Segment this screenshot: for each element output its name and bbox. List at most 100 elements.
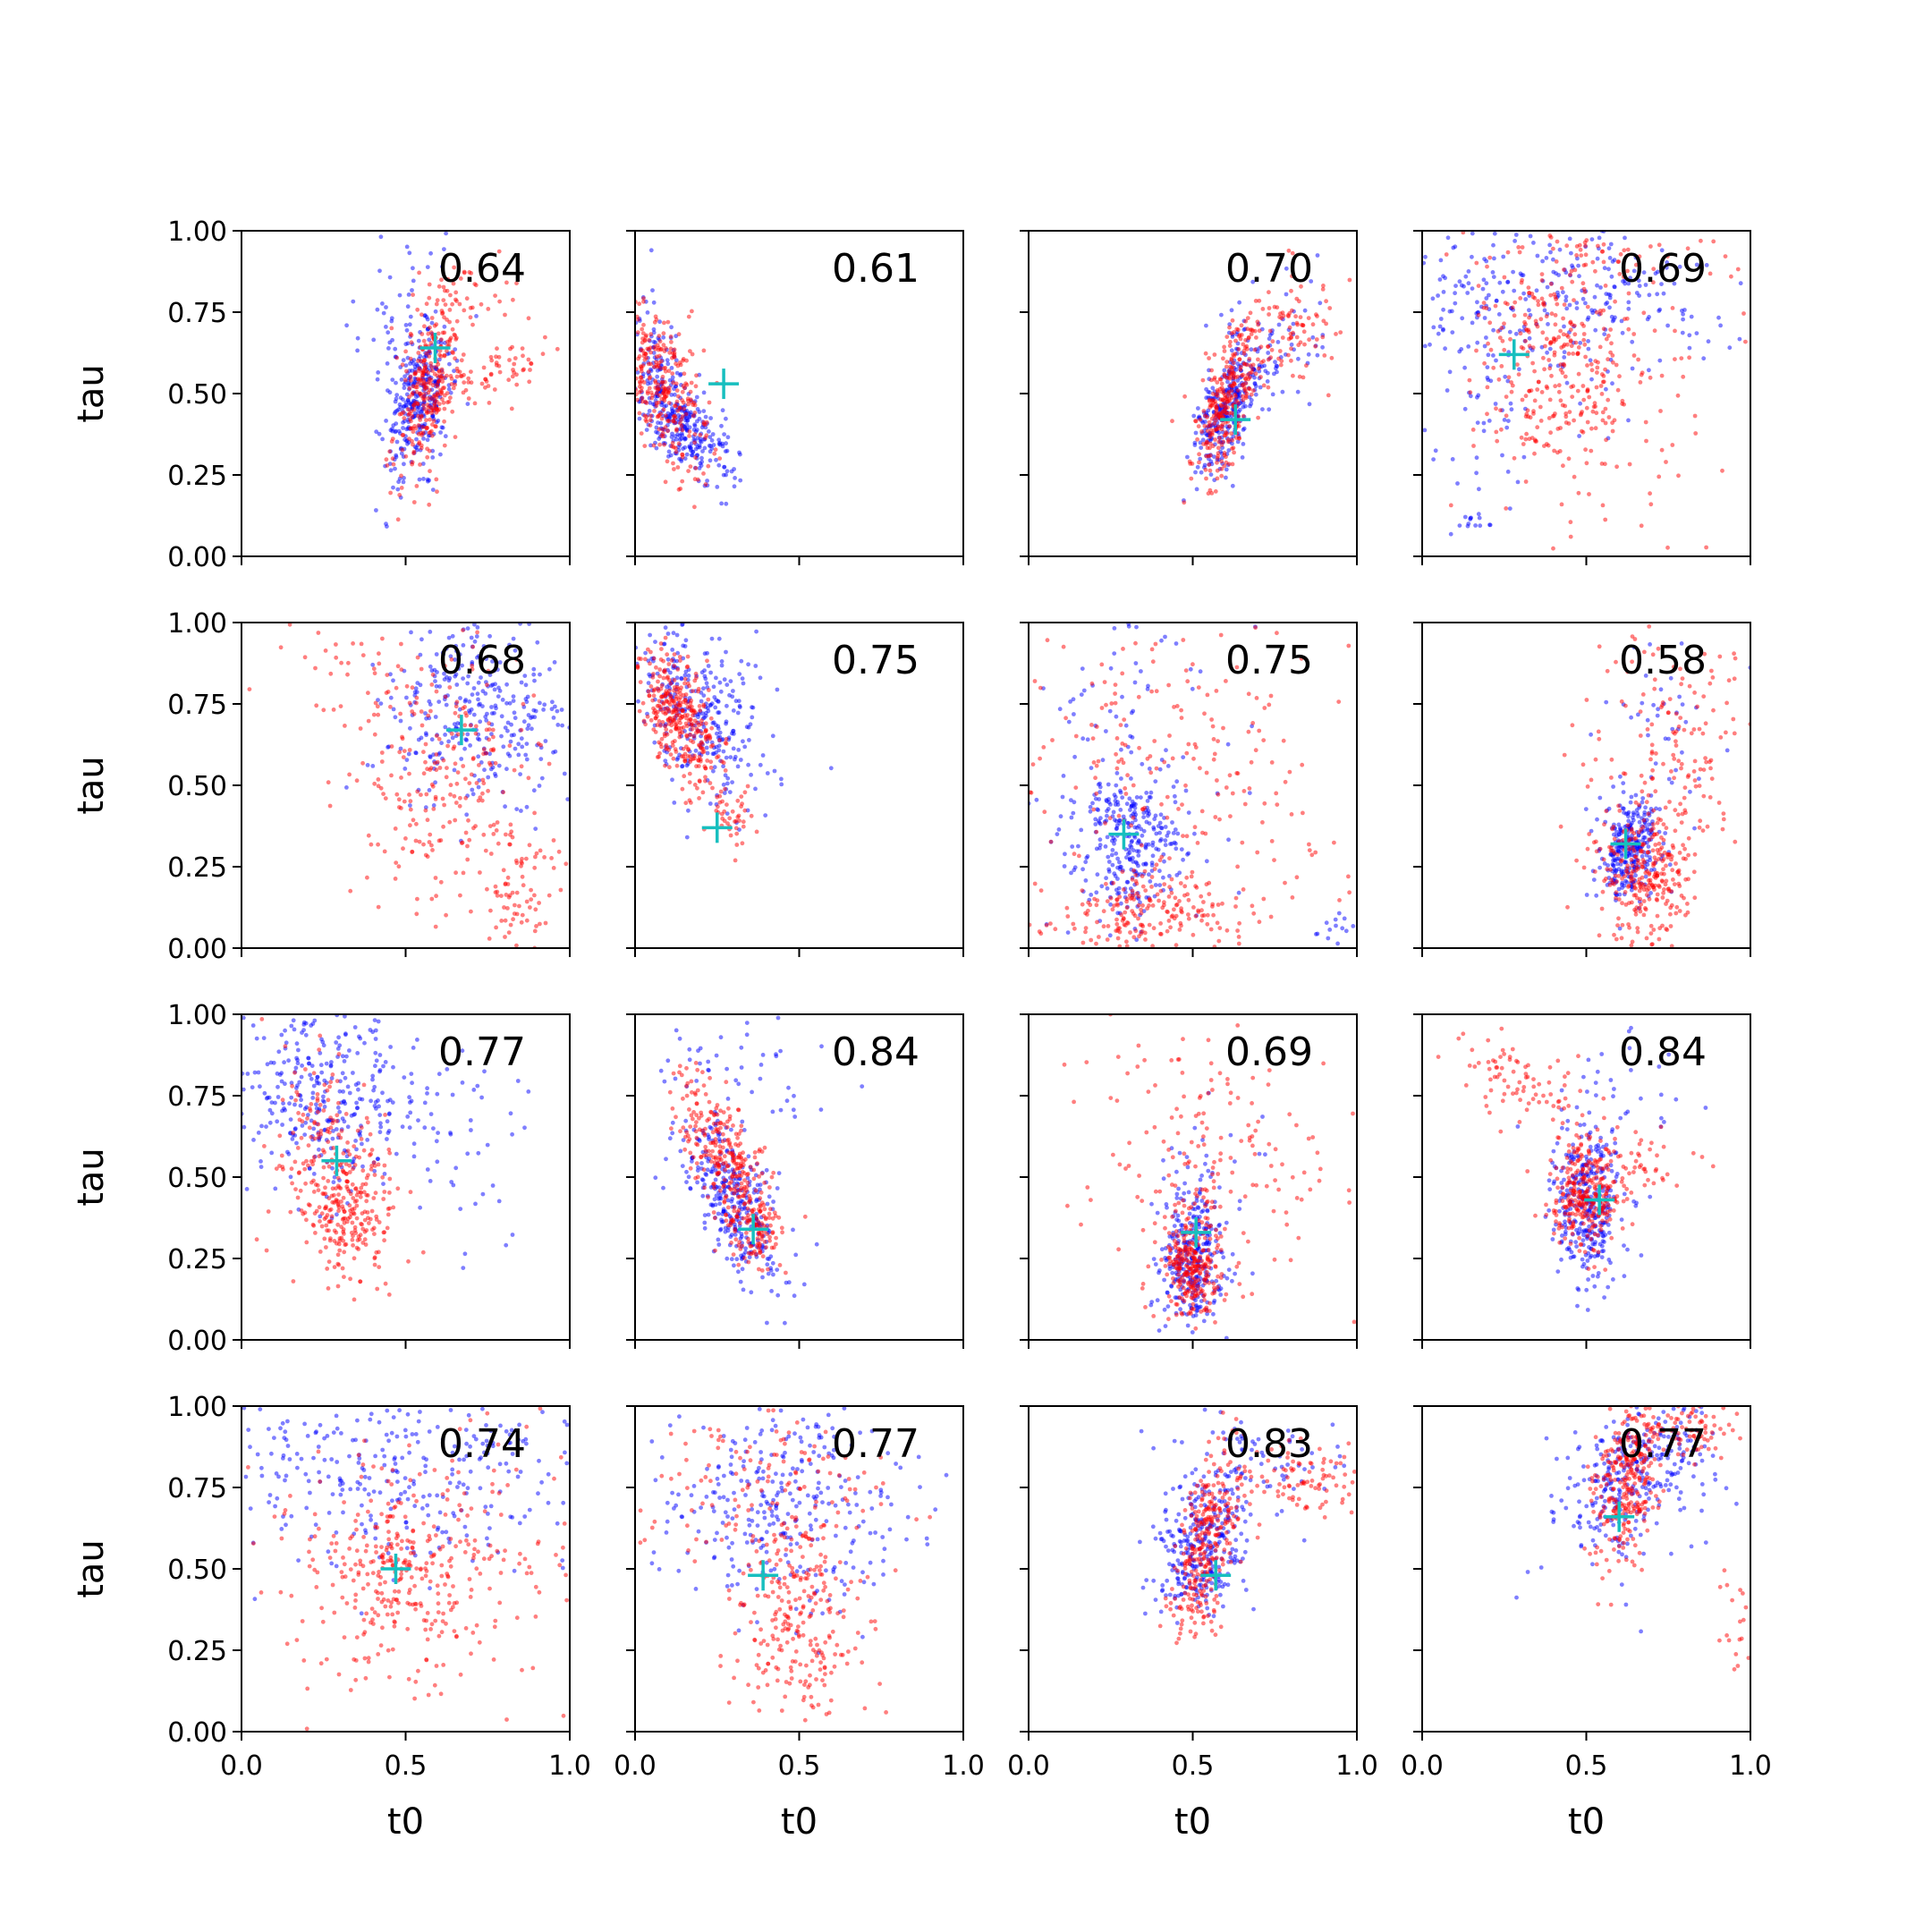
point-series-b — [1095, 919, 1099, 925]
point-series-b — [441, 400, 446, 405]
point-series-b — [1310, 322, 1316, 327]
point-series-b — [1681, 374, 1686, 379]
point-series-a — [1343, 928, 1349, 934]
point-series-a — [1062, 864, 1067, 869]
point-series-b — [513, 356, 518, 360]
point-series-b — [1153, 641, 1158, 647]
point-series-b — [1209, 491, 1215, 496]
point-series-b — [1583, 447, 1588, 453]
point-series-a — [1185, 454, 1190, 460]
point-series-b — [1257, 328, 1262, 334]
point-series-b — [1206, 491, 1211, 496]
point-series-b — [665, 459, 670, 464]
point-series-b — [1032, 679, 1038, 683]
point-series-b — [1601, 259, 1606, 265]
point-series-a — [1105, 835, 1110, 840]
point-series-a — [723, 449, 728, 453]
point-series-b — [407, 700, 412, 706]
point-series-b — [420, 425, 425, 429]
point-series-b — [693, 384, 699, 389]
point-series-b — [1474, 260, 1479, 266]
point-series-b — [1561, 332, 1566, 337]
point-series-a — [1143, 862, 1148, 867]
point-series-b — [1572, 267, 1578, 273]
point-series-b — [418, 391, 423, 396]
point-series-b — [647, 693, 652, 698]
point-series-a — [365, 763, 370, 767]
point-series-a — [1188, 666, 1193, 672]
point-series-b — [1543, 343, 1547, 349]
point-series-b — [1193, 745, 1199, 750]
point-series-a — [500, 698, 505, 702]
point-series-a — [496, 667, 500, 673]
point-series-b — [399, 473, 403, 479]
point-series-a — [351, 299, 356, 304]
point-series-b — [411, 818, 416, 823]
point-series-b — [1482, 360, 1487, 366]
point-series-a — [1105, 799, 1109, 804]
point-series-a — [1491, 242, 1496, 248]
point-series-a — [1240, 455, 1245, 460]
point-series-b — [1123, 910, 1128, 915]
point-series-b — [1266, 385, 1271, 390]
point-series-a — [1320, 344, 1325, 350]
point-series-b — [434, 322, 439, 327]
point-series-a — [475, 625, 480, 630]
point-series-b — [1246, 729, 1251, 734]
point-series-a — [530, 726, 534, 732]
point-series-a — [1513, 239, 1517, 243]
point-series-a — [1481, 277, 1487, 283]
point-series-a — [656, 420, 660, 426]
point-series-a — [724, 719, 729, 724]
point-series-b — [691, 713, 695, 718]
point-series-b — [429, 364, 434, 369]
point-series-a — [533, 826, 538, 831]
point-series-b — [1536, 379, 1541, 385]
point-series-b — [1136, 894, 1141, 899]
point-series-b — [1256, 415, 1260, 420]
point-series-b — [1287, 325, 1292, 330]
point-series-b — [665, 675, 670, 681]
point-series-b — [428, 832, 433, 837]
point-series-a — [727, 790, 733, 794]
point-series-a — [1465, 291, 1470, 295]
point-series-b — [1582, 342, 1588, 347]
point-series-b — [708, 781, 713, 785]
point-series-b — [429, 396, 434, 401]
point-series-b — [687, 798, 692, 803]
point-series-a — [1593, 327, 1598, 333]
point-series-a — [701, 390, 707, 395]
point-series-b — [1526, 285, 1531, 290]
point-series-b — [1547, 366, 1553, 371]
point-series-b — [410, 438, 414, 444]
point-series-b — [1517, 250, 1522, 255]
point-series-b — [1257, 919, 1262, 925]
point-series-b — [497, 369, 503, 375]
point-series-b — [1220, 422, 1225, 428]
point-series-b — [462, 270, 467, 275]
point-series-b — [688, 464, 693, 469]
point-series-b — [432, 371, 437, 377]
point-series-b — [1228, 339, 1233, 344]
point-series-b — [674, 381, 679, 386]
point-series-b — [1659, 373, 1665, 378]
point-series-b — [1120, 671, 1125, 676]
point-series-b — [704, 733, 708, 739]
point-series-b — [1184, 875, 1190, 880]
point-series-b — [1236, 935, 1241, 939]
point-series-b — [657, 724, 663, 728]
point-series-b — [442, 406, 447, 411]
point-series-b — [1217, 436, 1222, 441]
point-series-b — [413, 426, 419, 431]
point-series-a — [724, 703, 729, 708]
point-series-b — [681, 724, 686, 730]
point-series-b — [1207, 462, 1212, 467]
point-series-b — [1314, 337, 1319, 342]
point-series-b — [1509, 389, 1514, 394]
point-series-b — [1246, 386, 1251, 391]
point-series-a — [438, 430, 443, 435]
point-series-a — [1258, 385, 1263, 390]
point-series-b — [1222, 344, 1226, 350]
point-series-b — [733, 826, 739, 831]
point-series-a — [391, 485, 395, 490]
